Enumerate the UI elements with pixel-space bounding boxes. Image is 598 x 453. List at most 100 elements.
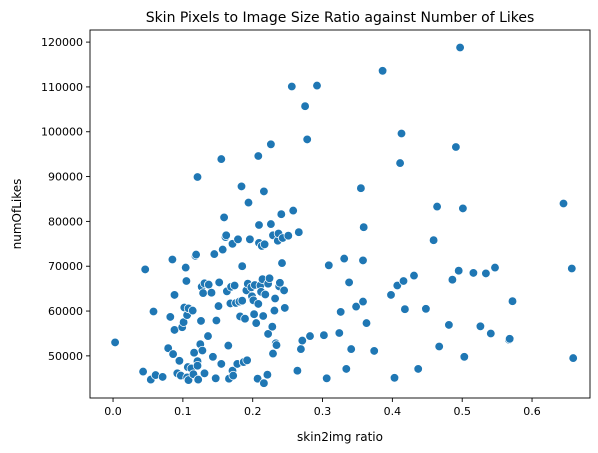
data-point	[216, 154, 226, 164]
y-tick-label: 110000	[41, 81, 83, 94]
data-point	[209, 249, 219, 259]
data-point	[211, 373, 221, 383]
data-point	[459, 352, 469, 362]
data-point	[267, 322, 277, 332]
data-point	[245, 234, 255, 244]
data-point	[358, 255, 368, 266]
data-point	[305, 331, 315, 341]
data-point	[266, 219, 276, 229]
data-point	[322, 373, 332, 383]
data-point	[198, 288, 208, 298]
data-point	[251, 318, 261, 328]
data-point	[148, 306, 159, 317]
data-point	[568, 353, 578, 363]
data-point	[358, 296, 368, 307]
x-tick-label: 0.0	[104, 405, 122, 418]
data-point	[386, 290, 396, 300]
data-point	[263, 329, 273, 339]
data-point	[297, 335, 307, 346]
x-tick-label: 0.2	[244, 405, 262, 418]
data-point	[168, 349, 178, 359]
data-point	[249, 309, 259, 319]
data-point	[228, 370, 238, 381]
data-point	[486, 328, 496, 339]
data-point	[277, 258, 287, 268]
data-point	[336, 307, 346, 317]
data-point	[434, 341, 444, 352]
data-point	[447, 275, 458, 285]
data-point	[181, 276, 192, 286]
axes-frame	[89, 29, 591, 399]
data-point	[288, 205, 298, 216]
data-point	[253, 151, 263, 161]
data-point	[294, 227, 304, 237]
data-point	[451, 142, 461, 152]
data-point	[237, 296, 247, 306]
data-point	[369, 346, 379, 356]
data-point	[221, 230, 231, 240]
x-tick-label: 0.4	[384, 405, 402, 418]
data-point	[395, 158, 405, 168]
data-point	[188, 305, 198, 316]
data-point	[260, 289, 270, 300]
data-point	[167, 254, 178, 265]
data-point	[300, 101, 310, 111]
data-point	[268, 348, 278, 359]
data-point	[356, 183, 366, 193]
y-tick-label: 80000	[48, 215, 83, 228]
data-point	[270, 293, 280, 304]
data-point	[455, 42, 465, 53]
data-point	[165, 312, 175, 322]
y-tick-label: 50000	[48, 350, 83, 363]
x-axis-ticks: 0.0 0.1 0.2 0.3 0.4 0.5 0.6	[104, 398, 541, 418]
data-point	[400, 304, 410, 314]
data-point	[211, 315, 222, 326]
data-point	[236, 181, 247, 192]
data-point	[428, 235, 439, 245]
data-point	[219, 212, 229, 223]
data-point	[279, 285, 289, 296]
data-point	[312, 80, 322, 91]
data-point	[213, 301, 224, 311]
data-point	[262, 370, 273, 380]
data-point	[259, 378, 269, 388]
data-point	[287, 81, 297, 92]
data-point	[361, 318, 372, 328]
data-point	[193, 374, 203, 385]
data-point	[444, 320, 454, 330]
data-point	[292, 366, 303, 376]
y-tick-label: 100000	[41, 126, 83, 139]
y-axis-ticks: 50000 60000 70000 80000 90000 100000 110000 120…	[41, 36, 90, 363]
data-point	[258, 311, 268, 321]
data-point	[242, 355, 252, 365]
data-point	[216, 359, 226, 369]
data-point	[351, 301, 361, 312]
x-tick-label: 0.3	[314, 405, 332, 418]
data-point	[302, 134, 312, 145]
data-point	[110, 337, 120, 348]
x-tick-label: 0.1	[174, 405, 192, 418]
data-point	[259, 186, 269, 197]
data-point	[204, 279, 214, 290]
data-point	[233, 234, 243, 244]
data-point	[140, 264, 150, 275]
data-point	[192, 172, 203, 182]
data-point	[259, 239, 270, 249]
data-point	[344, 277, 354, 288]
data-point	[229, 280, 240, 291]
data-point	[237, 261, 247, 271]
data-point	[334, 328, 344, 338]
data-point	[218, 244, 228, 255]
data-point	[253, 299, 263, 309]
data-point	[169, 325, 180, 335]
data-point	[398, 276, 409, 286]
data-point	[280, 303, 290, 313]
data-point	[359, 222, 369, 232]
data-point	[254, 220, 264, 230]
data-point	[389, 373, 400, 383]
data-point	[481, 268, 491, 279]
data-point	[458, 203, 468, 214]
data-point	[475, 321, 486, 331]
data-point	[319, 330, 329, 340]
